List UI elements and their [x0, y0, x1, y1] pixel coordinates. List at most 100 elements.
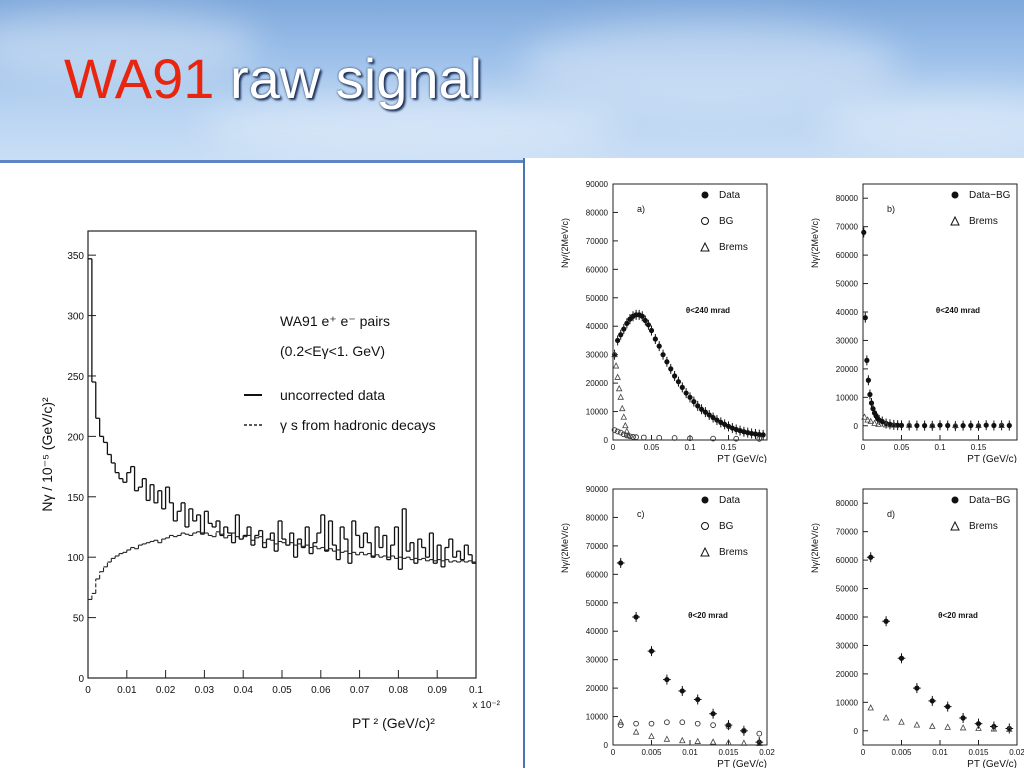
y-tick-label: 300	[67, 312, 84, 323]
data-point	[695, 696, 701, 703]
x-tick-label: 0.03	[195, 685, 215, 696]
bg-point	[687, 435, 693, 442]
data-point	[652, 336, 658, 342]
bg-point	[620, 431, 627, 438]
brems-point	[864, 416, 871, 423]
y-axis-label: Nγ/(2MeV/c)	[810, 218, 820, 268]
y-tick-label: 80000	[836, 499, 859, 508]
left-plot-panel: 0 50 100 150 200 250 300 350 0 0.01 0.02 0.03 0.04 0.…	[0, 163, 518, 768]
y-tick-label: 50000	[836, 585, 859, 594]
y-tick-label: 30000	[836, 336, 859, 345]
y-tick-label: 60000	[836, 251, 859, 260]
brems-point	[709, 738, 717, 745]
y-tick-label: 20000	[836, 365, 859, 374]
data-point	[702, 409, 708, 415]
data-point	[945, 704, 951, 710]
data-point	[648, 648, 655, 654]
brems-point	[618, 404, 626, 412]
data-point	[922, 423, 928, 429]
data-point	[749, 430, 755, 437]
data-point	[648, 327, 655, 334]
data-point	[672, 373, 678, 379]
y-tick-label: 0	[604, 436, 609, 445]
data-point	[865, 377, 871, 383]
data-point	[756, 431, 762, 438]
data-point	[975, 721, 982, 727]
legend-subtitle: (0.2<Eγ<1. GeV)	[280, 343, 385, 359]
y-tick-label: 40000	[836, 308, 859, 317]
y-tick-label: 40000	[586, 322, 609, 331]
cut-label: θ<20 mrad	[688, 611, 728, 620]
data-point	[660, 352, 666, 358]
plot-frame	[87, 230, 477, 679]
panel-b-chart: 0 10000 20000 30000 40000 50000 60000 70000 8000…	[810, 183, 1018, 463]
y-tick-label: 10000	[836, 698, 859, 707]
x-tick-label: 0.015	[968, 748, 989, 757]
brems-point	[725, 738, 732, 746]
data-point	[664, 359, 670, 365]
brems-point	[620, 413, 628, 420]
y-tick-label: 10000	[586, 713, 609, 722]
y-tick-label: 0	[78, 674, 84, 685]
brems-point	[975, 724, 982, 731]
x-tick-label: 0.06	[311, 685, 331, 696]
x-axis-label: PT (GeV/c)	[967, 454, 1017, 463]
bg-point	[617, 429, 624, 436]
data-point	[741, 728, 747, 734]
data-point	[861, 229, 867, 235]
x-tick-label: 0.1	[934, 443, 946, 452]
bg-point	[656, 434, 663, 441]
data-point	[898, 422, 905, 428]
data-point	[615, 337, 621, 344]
x-axis-label: PT (GeV/c)	[717, 454, 767, 463]
data-point	[718, 419, 724, 425]
brems-point	[617, 718, 624, 725]
cut-label: θ<240 mrad	[686, 306, 730, 315]
data-point	[633, 614, 639, 620]
bg-point	[640, 434, 647, 441]
y-tick-label: 40000	[586, 627, 609, 636]
brems-point	[625, 431, 632, 439]
slide-header: WA91 raw signal	[0, 0, 1024, 160]
brems-point	[623, 427, 631, 434]
x-tick-label: 0.02	[1009, 748, 1024, 757]
data-point	[695, 403, 701, 409]
bg-point	[633, 434, 639, 441]
panel-c-chart: 0 10000 20000 30000 40000 50000 60000 70000 8000…	[560, 485, 775, 768]
x-tick-label: 0.15	[721, 443, 737, 452]
y-tick-label: 10000	[836, 393, 859, 402]
brems-point	[663, 735, 671, 742]
data-point	[679, 688, 685, 694]
y-tick-label: 70000	[586, 237, 609, 246]
brems-point	[694, 737, 701, 744]
y-tick-label: 350	[67, 251, 84, 262]
y-tick-label: 80000	[586, 208, 609, 217]
x-axis-label: PT (GeV/c)	[717, 759, 767, 768]
brems-point	[998, 421, 1005, 429]
bg-point	[633, 720, 639, 727]
data-point	[656, 343, 662, 349]
slide-title-acronym: WA91	[64, 47, 215, 110]
legend-label: γ s from hadronic decays	[280, 417, 436, 433]
brems-point	[944, 723, 951, 730]
y-tick-label: 60000	[586, 265, 609, 274]
brems-point	[959, 724, 967, 731]
data-point	[983, 422, 989, 428]
legend-label: BG	[719, 521, 734, 532]
y-axis-label: Nγ / 10⁻⁵ (GeV/c)²	[39, 397, 55, 512]
bg-point	[710, 722, 716, 728]
legend-label: BG	[719, 216, 734, 227]
data-point	[999, 422, 1005, 428]
panel-label: b)	[887, 204, 895, 214]
brems-point	[740, 739, 748, 746]
y-tick-label: 50000	[836, 280, 859, 289]
brems-point	[614, 373, 621, 380]
bg-point	[725, 723, 732, 730]
x-tick-label: 0	[611, 443, 616, 452]
y-tick-label: 70000	[586, 542, 609, 551]
y-tick-label: 30000	[586, 351, 609, 360]
cut-label: θ<240 mrad	[936, 306, 980, 315]
y-tick-label: 30000	[836, 641, 859, 650]
legend-marker-dot	[701, 496, 709, 504]
data-point	[642, 317, 648, 324]
